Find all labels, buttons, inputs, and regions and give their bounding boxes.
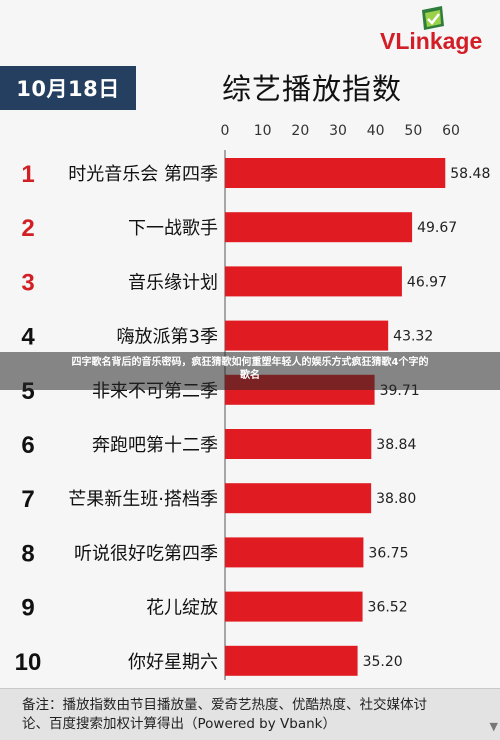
value-label: 36.52	[368, 600, 408, 616]
rank-number: 7	[21, 486, 34, 513]
date-badge: 10月18日	[0, 66, 136, 110]
vlinkage-mark-icon	[422, 6, 444, 30]
scroll-down-arrow-icon[interactable]: ▼	[489, 720, 498, 733]
bar	[225, 320, 389, 351]
x-tick-label: 10	[254, 123, 272, 139]
chart-title: 综艺播放指数	[222, 72, 403, 106]
rank-number: 9	[21, 595, 34, 622]
bar	[225, 266, 402, 297]
footnote-line-2: 论、百度搜索加权计算得出（Powered by Vbank）	[22, 716, 336, 732]
x-tick-label: 40	[367, 123, 385, 139]
category-label: 你好星期六	[128, 652, 218, 673]
value-label: 36.75	[368, 545, 408, 561]
category-label: 下一战歌手	[128, 218, 218, 239]
banner-line-2: 歌名	[240, 370, 260, 381]
value-label: 49.67	[417, 220, 457, 236]
category-label: 芒果新生班·搭档季	[68, 489, 218, 510]
banner-line-1: 四字歌名背后的音乐密码，疯狂猜歌如何重塑年轻人的娱乐方式疯狂猜歌4个字的	[71, 357, 429, 368]
value-label: 58.48	[450, 166, 490, 182]
x-tick-label: 20	[291, 123, 309, 139]
vlinkage-logo: VLinkage	[380, 6, 496, 58]
value-label: 38.84	[376, 437, 416, 453]
footnote-line-1: 备注：播放指数由节目播放量、爱奇艺热度、优酷热度、社交媒体讨	[22, 697, 427, 713]
bar	[225, 591, 363, 622]
bar	[225, 429, 372, 459]
x-tick-label: 50	[404, 123, 422, 139]
category-label: 花儿绽放	[146, 598, 218, 619]
category-label: 听说很好吃第四季	[74, 543, 218, 564]
rank-number: 10	[15, 649, 42, 676]
x-tick-label: 60	[442, 123, 460, 139]
rank-number: 1	[21, 161, 34, 188]
overlay-banner: 四字歌名背后的音乐密码，疯狂猜歌如何重塑年轻人的娱乐方式疯狂猜歌4个字的 歌名	[0, 352, 500, 390]
rank-number: 4	[21, 324, 35, 351]
bar	[225, 537, 364, 568]
rank-number: 2	[21, 215, 34, 242]
bar	[225, 483, 372, 514]
footnote: 备注：播放指数由节目播放量、爱奇艺热度、优酷热度、社交媒体讨 论、百度搜索加权计…	[0, 688, 500, 740]
bar	[225, 645, 358, 676]
value-label: 46.97	[407, 274, 447, 290]
value-label: 38.80	[376, 491, 416, 507]
logo-text: VLinkage	[380, 28, 483, 54]
category-label: 奔跑吧第十二季	[92, 435, 218, 456]
value-label: 43.32	[393, 329, 433, 345]
bar	[225, 212, 413, 243]
rank-number: 8	[21, 540, 34, 567]
category-label: 嗨放派第3季	[117, 327, 218, 348]
value-label: 35.20	[363, 654, 403, 670]
x-tick-label: 30	[329, 123, 347, 139]
category-label: 音乐缘计划	[128, 272, 218, 293]
category-label: 时光音乐会 第四季	[68, 164, 218, 185]
rank-number: 3	[21, 269, 34, 296]
x-tick-label: 0	[221, 123, 230, 139]
rank-number: 6	[21, 432, 34, 459]
bar	[225, 158, 446, 188]
